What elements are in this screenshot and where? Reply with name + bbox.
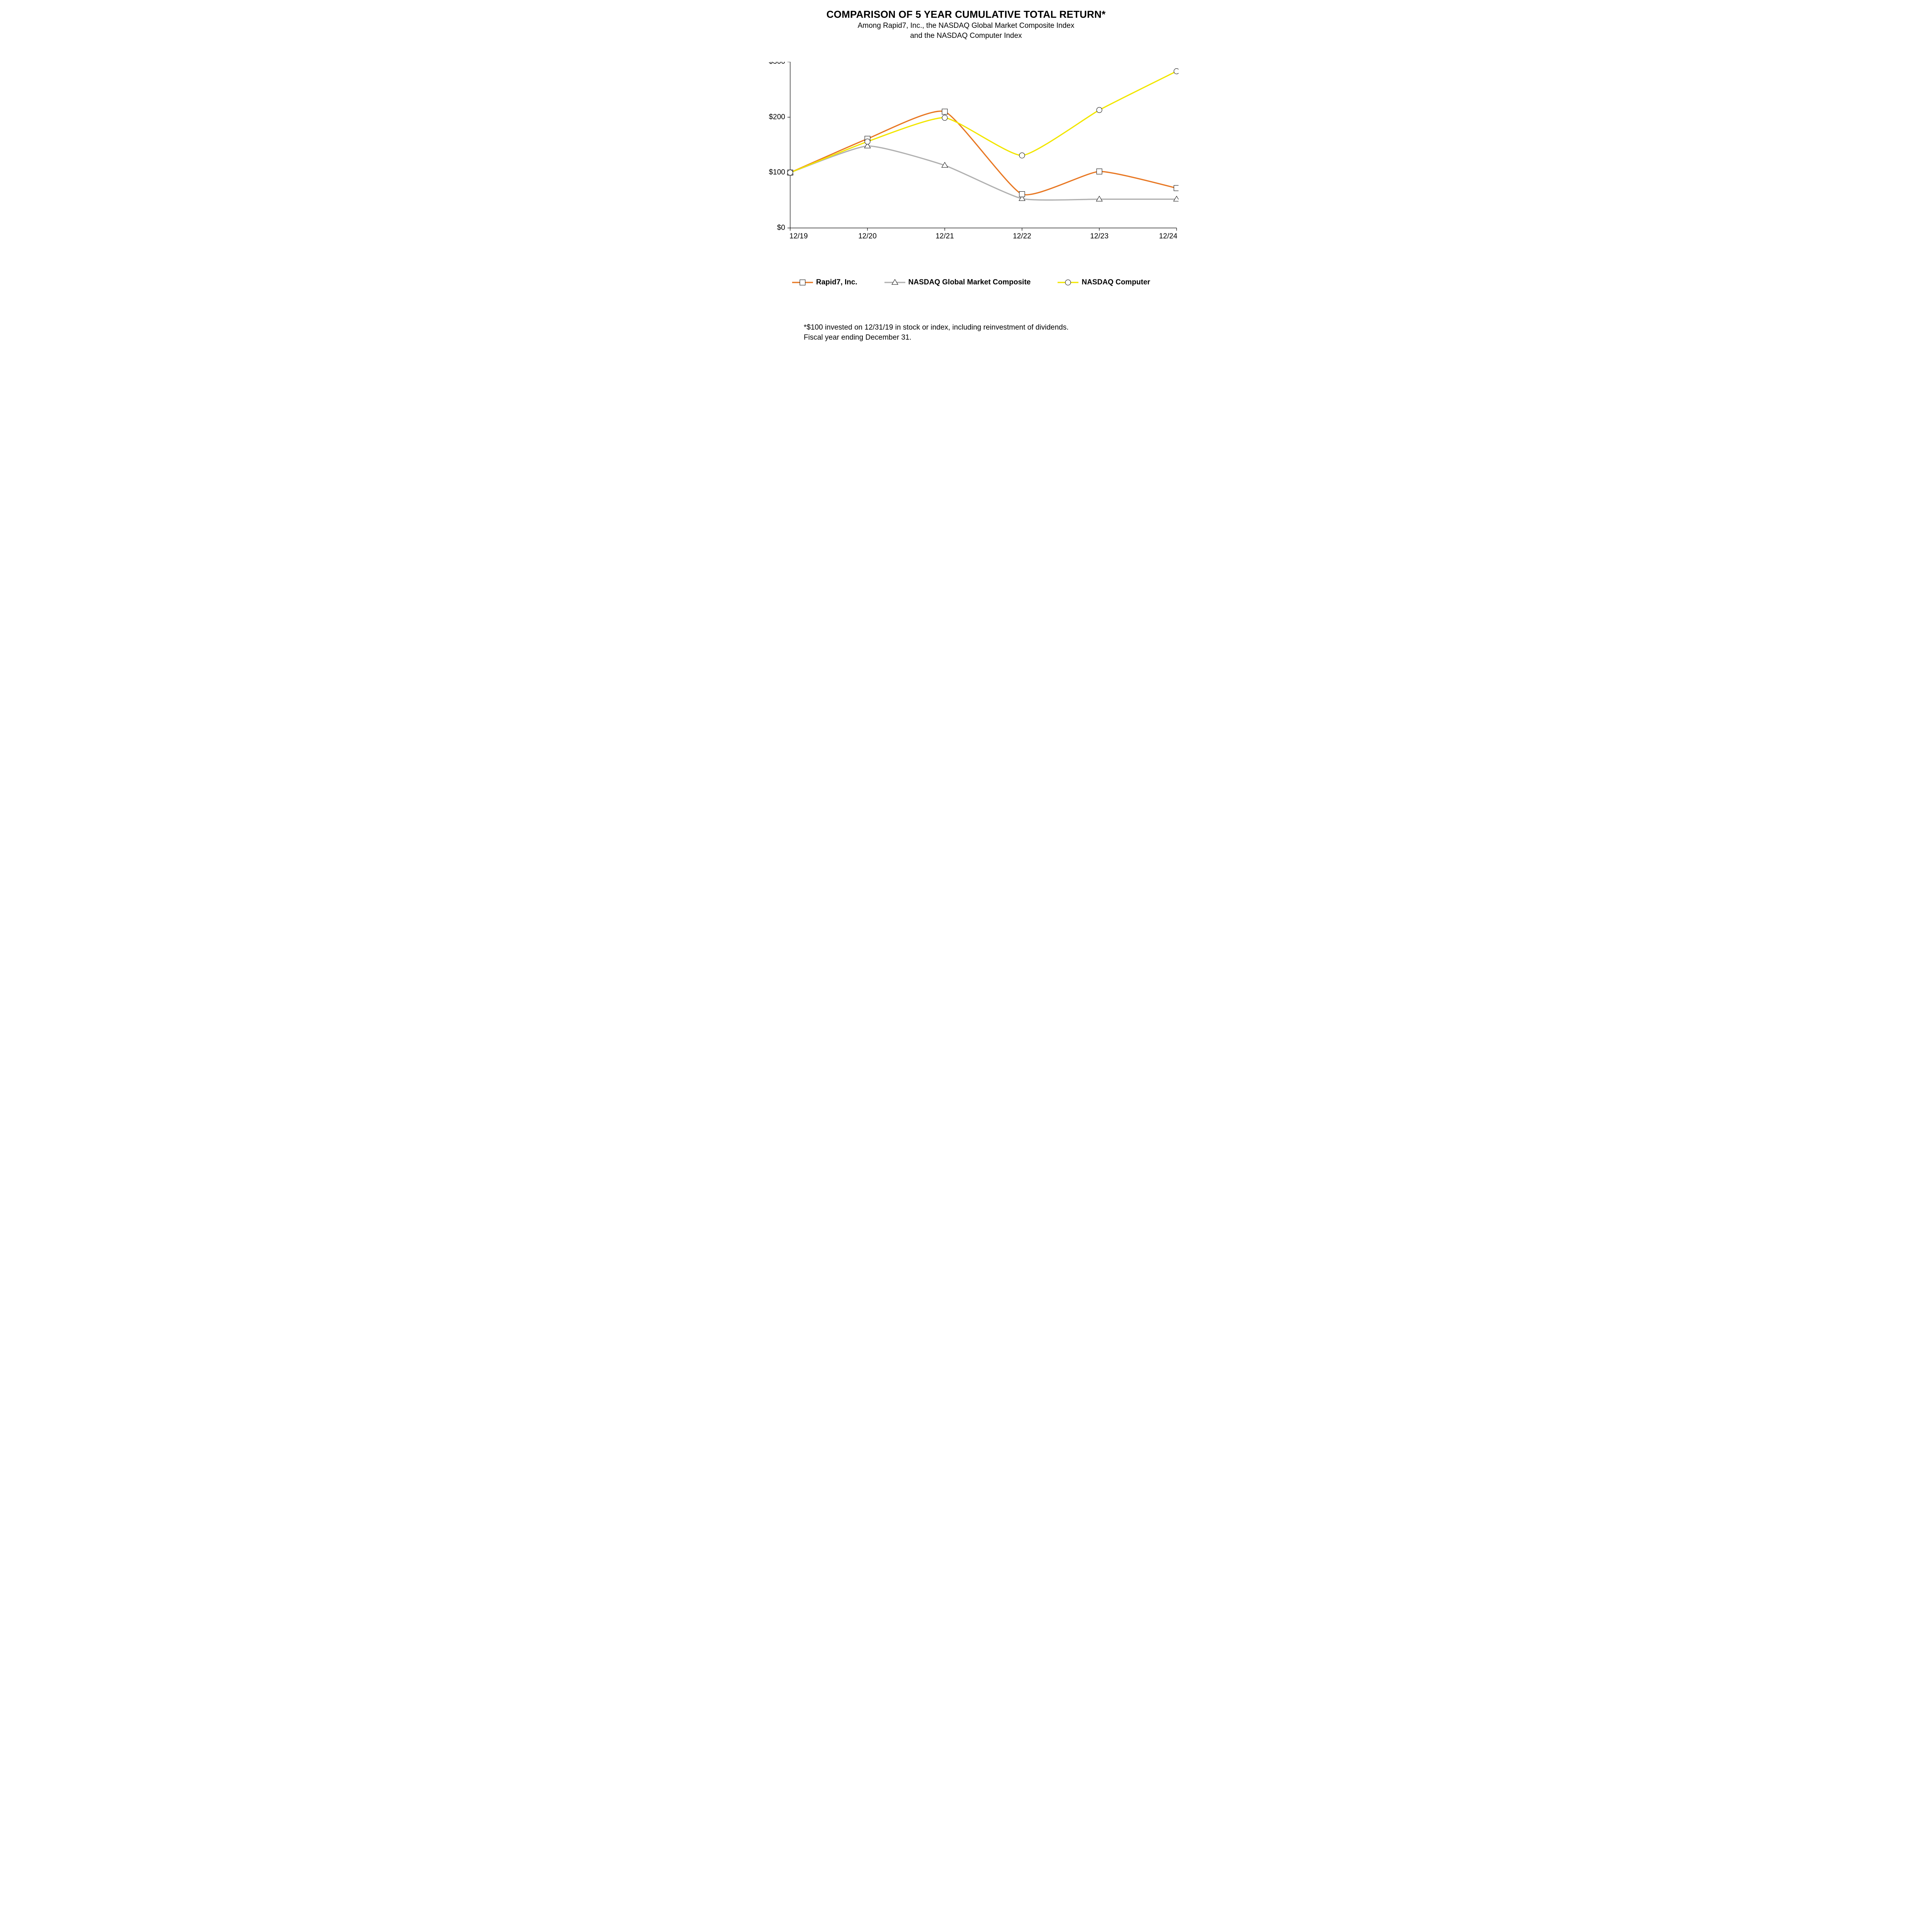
x-tick-label: 12/19: [789, 232, 808, 240]
chart-svg: $0 $100 $200 $300 12/19 12/20 12/21 12/22 12/23 1…: [753, 62, 1179, 247]
series-marker: [942, 115, 947, 121]
title-block: COMPARISON OF 5 YEAR CUMULATIVE TOTAL RE…: [732, 9, 1200, 41]
footnote-line-2: Fiscal year ending December 31.: [804, 333, 1068, 343]
page: COMPARISON OF 5 YEAR CUMULATIVE TOTAL RE…: [732, 0, 1200, 388]
y-tick-label: $300: [769, 62, 785, 66]
legend-label: NASDAQ Global Market Composite: [908, 278, 1031, 287]
chart-title: COMPARISON OF 5 YEAR CUMULATIVE TOTAL RE…: [732, 9, 1200, 20]
legend-swatch: [884, 279, 905, 286]
y-tick-label: $100: [769, 168, 785, 177]
x-tick-label: 12/24: [1159, 232, 1177, 240]
series-marker: [1019, 192, 1025, 197]
legend-label: NASDAQ Computer: [1082, 278, 1150, 287]
series-marker: [865, 139, 870, 144]
chart-area: $0 $100 $200 $300 12/19 12/20 12/21 12/22 12/23 1…: [753, 62, 1179, 247]
series-line: [790, 146, 1177, 200]
series-marker: [1097, 107, 1102, 113]
series-marker: [1174, 185, 1179, 191]
series-marker: [1019, 153, 1025, 158]
series-marker: [1097, 169, 1102, 174]
x-tick-label: 12/21: [935, 232, 954, 240]
chart-subtitle-2: and the NASDAQ Computer Index: [732, 31, 1200, 41]
legend-item: NASDAQ Global Market Composite: [884, 278, 1031, 287]
y-tick-label: $200: [769, 113, 785, 121]
x-tick-label: 12/22: [1013, 232, 1031, 240]
legend-swatch: [792, 279, 813, 286]
series-marker: [942, 109, 947, 114]
legend-label: Rapid7, Inc.: [816, 278, 857, 287]
series-line: [790, 71, 1177, 172]
series-marker: [1174, 68, 1179, 74]
series-marker: [787, 170, 793, 175]
legend: Rapid7, Inc. NASDAQ Global Market Composi…: [792, 278, 1171, 287]
footnote: *$100 invested on 12/31/19 in stock or i…: [804, 323, 1068, 342]
chart-subtitle-1: Among Rapid7, Inc., the NASDAQ Global Ma…: [732, 21, 1200, 31]
x-tick-label: 12/20: [858, 232, 877, 240]
lines-group: [790, 71, 1177, 200]
axis-lines: [790, 62, 1177, 228]
markers-group: [787, 68, 1179, 201]
footnote-line-1: *$100 invested on 12/31/19 in stock or i…: [804, 323, 1068, 333]
legend-item: Rapid7, Inc.: [792, 278, 857, 287]
x-tick-label: 12/23: [1090, 232, 1109, 240]
legend-swatch: [1058, 279, 1078, 286]
y-tick-label: $0: [777, 224, 785, 232]
legend-item: NASDAQ Computer: [1058, 278, 1150, 287]
